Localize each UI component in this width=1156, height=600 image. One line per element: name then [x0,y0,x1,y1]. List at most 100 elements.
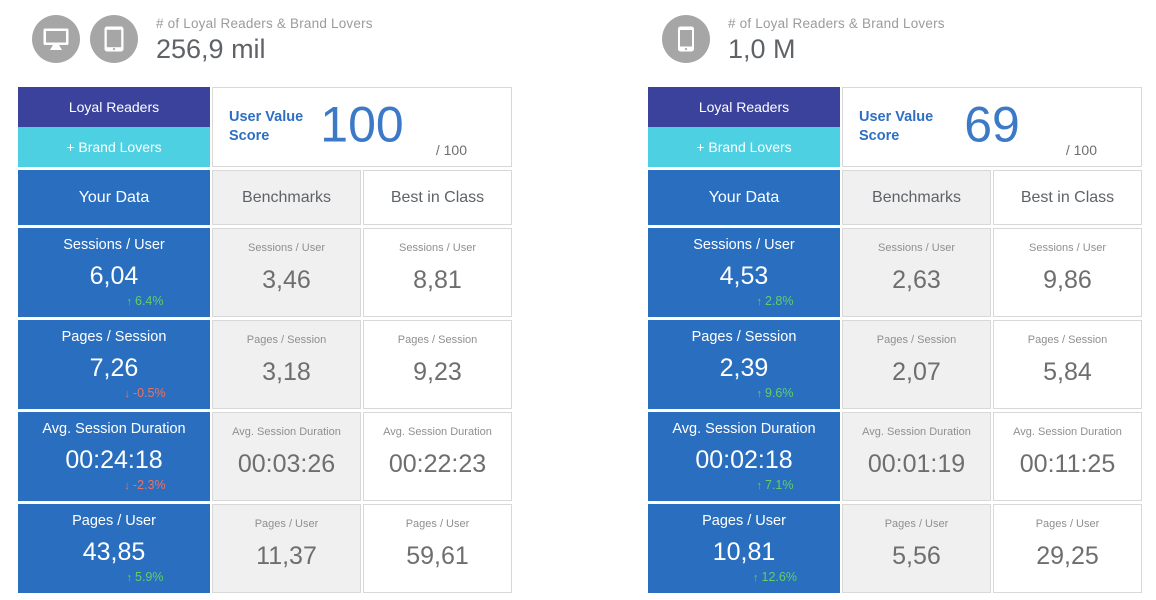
best-in-class-cell: Pages / User 59,61 [363,504,512,593]
cell-label: Pages / Session [246,334,327,346]
cell-value: 10,81 [712,538,776,566]
cell-value: 5,56 [892,542,941,570]
trend-up-icon: ↑ [126,572,133,584]
column-header-your-data: Your Data [18,170,210,225]
cell-value: 11,37 [256,542,317,570]
change-badge: ↑ 2.8% [648,294,840,308]
score-max: / 100 [1065,142,1097,158]
cell-value: 3,46 [262,266,311,294]
score-label: User Value Score [859,109,934,144]
scorecard-table: Loyal Readers + Brand Lovers User Value … [648,87,1142,593]
best-in-class-cell: Sessions / User 9,86 [993,228,1142,317]
cell-value: 6,04 [89,262,139,290]
cell-label: Avg. Session Duration [672,421,816,437]
trend-up-icon: ↑ [756,296,763,308]
best-in-class-cell: Pages / User 29,25 [993,504,1142,593]
column-header-benchmarks: Benchmarks [842,170,991,225]
panel-mobile: # of Loyal Readers & Brand Lovers 1,0 M … [648,15,1142,593]
cell-label: Pages / Session [397,334,478,346]
your-data-cell: Sessions / User 6,04 ↑ 6.4% [18,228,210,317]
cell-value: 7,26 [89,354,139,382]
change-value: 7.1% [765,478,794,492]
column-header-benchmarks: Benchmarks [212,170,361,225]
change-badge: ↑ 5.9% [18,570,210,584]
cell-value: 2,39 [719,354,769,382]
metric-total-value: 1,0 M [728,34,796,64]
cell-label: Avg. Session Duration [383,426,492,438]
change-value: 6.4% [135,294,164,308]
your-data-cell: Pages / User 43,85 ↑ 5.9% [18,504,210,593]
phone-icon [662,15,710,63]
benchmark-cell: Sessions / User 2,63 [842,228,991,317]
cell-value: 00:11:25 [1019,450,1116,478]
best-in-class-cell: Pages / Session 9,23 [363,320,512,409]
desktop-icon [32,15,80,63]
device-icons [662,15,710,63]
cell-label: Sessions / User [398,242,477,254]
best-in-class-cell: Sessions / User 8,81 [363,228,512,317]
your-data-cell: Pages / User 10,81 ↑ 12.6% [648,504,840,593]
change-badge: ↑ 12.6% [648,570,840,584]
change-value: -0.5% [132,386,166,400]
cell-value: 00:22:23 [388,450,487,478]
score-value: 69 [964,96,1020,153]
cell-value: 00:01:19 [867,450,966,478]
your-data-cell: Pages / Session 7,26 ↓ -0.5% [18,320,210,409]
trend-down-icon: ↓ [124,388,130,400]
best-in-class-cell: Pages / Session 5,84 [993,320,1142,409]
cell-value: 00:03:26 [237,450,336,478]
scorecard-table: Loyal Readers + Brand Lovers User Value … [18,87,512,593]
score-label: User Value Score [229,109,304,144]
benchmark-cell: Sessions / User 3,46 [212,228,361,317]
cell-label: Sessions / User [693,237,795,253]
user-value-score-card: User Value Score 100 / 100 [212,87,512,167]
column-header-best-in-class: Best in Class [993,170,1142,225]
tab-brand-lovers[interactable]: + Brand Lovers [18,127,210,167]
column-header-best-in-class: Best in Class [363,170,512,225]
cell-value: 5,84 [1043,358,1092,386]
cell-label: Avg. Session Duration [42,421,186,437]
cell-value: 2,07 [892,358,941,386]
change-value: 2.8% [765,294,794,308]
panel-header: # of Loyal Readers & Brand Lovers 256,9 … [18,15,512,71]
metric-title: # of Loyal Readers & Brand Lovers [728,16,945,31]
trend-down-icon: ↓ [124,480,130,492]
cell-label: Avg. Session Duration [232,426,341,438]
tab-brand-lovers[interactable]: + Brand Lovers [648,127,840,167]
change-badge: ↑ 9.6% [648,386,840,400]
cell-value: 9,86 [1043,266,1092,294]
cell-value: 59,61 [406,542,469,570]
benchmark-cell: Pages / User 5,56 [842,504,991,593]
cell-label: Pages / Session [691,329,797,345]
device-icons [32,15,138,63]
cell-label: Pages / User [254,518,319,530]
benchmark-cell: Pages / Session 3,18 [212,320,361,409]
tab-loyal-readers[interactable]: Loyal Readers [648,87,840,127]
your-data-cell: Avg. Session Duration 00:24:18 ↓ -2.3% [18,412,210,501]
score-max: / 100 [435,142,467,158]
cell-value: 00:24:18 [65,446,163,474]
cell-label: Avg. Session Duration [1013,426,1122,438]
metric-header: # of Loyal Readers & Brand Lovers 1,0 M [728,15,945,65]
panel-desktop-tablet: # of Loyal Readers & Brand Lovers 256,9 … [18,15,512,593]
cell-value: 00:02:18 [695,446,793,474]
change-value: 5.9% [135,570,164,584]
best-in-class-cell: Avg. Session Duration 00:11:25 [993,412,1142,501]
metric-total-value: 256,9 mil [156,34,266,64]
benchmark-cell: Avg. Session Duration 00:01:19 [842,412,991,501]
cell-label: Pages / Session [61,329,167,345]
trend-up-icon: ↑ [756,388,763,400]
cell-label: Sessions / User [247,242,326,254]
cell-label: Pages / Session [1027,334,1108,346]
metric-title: # of Loyal Readers & Brand Lovers [156,16,373,31]
user-value-score-card: User Value Score 69 / 100 [842,87,1142,167]
benchmark-cell: Pages / Session 2,07 [842,320,991,409]
tablet-icon [90,15,138,63]
change-value: 12.6% [761,570,797,584]
tab-loyal-readers[interactable]: Loyal Readers [18,87,210,127]
cell-label: Sessions / User [877,242,956,254]
cell-label: Sessions / User [1028,242,1107,254]
change-badge: ↑ 7.1% [648,478,840,492]
change-badge: ↑ 6.4% [18,294,210,308]
your-data-cell: Avg. Session Duration 00:02:18 ↑ 7.1% [648,412,840,501]
